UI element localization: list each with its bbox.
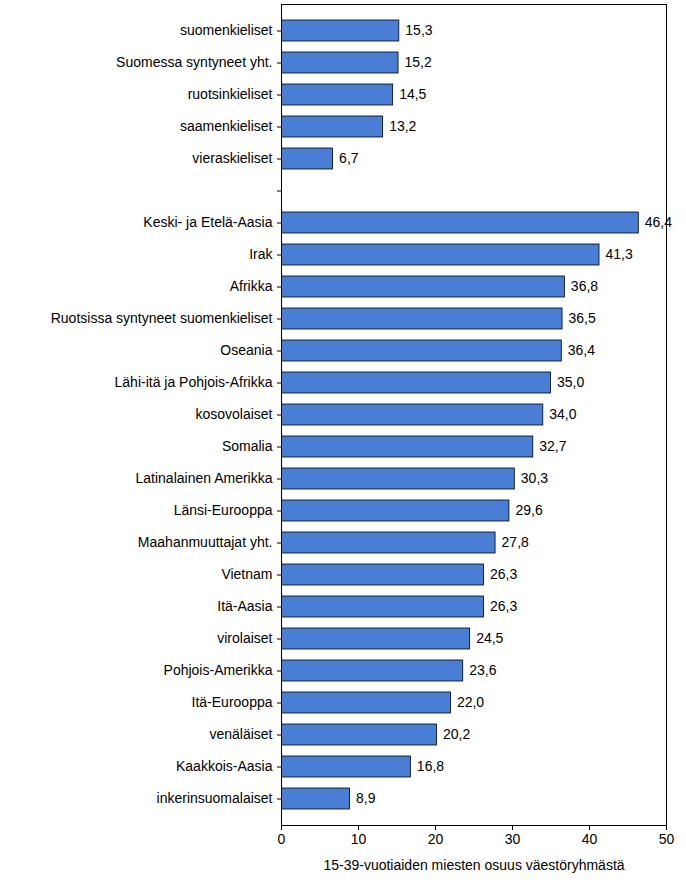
svg-text:Pohjois-Amerikka: Pohjois-Amerikka xyxy=(164,662,273,678)
svg-text:kosovolaiset: kosovolaiset xyxy=(195,406,272,422)
svg-text:15,2: 15,2 xyxy=(405,54,432,70)
svg-text:32,7: 32,7 xyxy=(539,438,566,454)
svg-text:20,2: 20,2 xyxy=(443,726,470,742)
svg-text:24,5: 24,5 xyxy=(476,630,503,646)
svg-text:22,0: 22,0 xyxy=(457,694,484,710)
svg-text:Somalia: Somalia xyxy=(222,438,273,454)
svg-text:Lähi-itä ja Pohjois-Afrikka: Lähi-itä ja Pohjois-Afrikka xyxy=(115,374,273,390)
svg-text:26,3: 26,3 xyxy=(490,598,517,614)
svg-text:Suomessa syntyneet yht.: Suomessa syntyneet yht. xyxy=(116,54,272,70)
svg-text:saamenkieliset: saamenkieliset xyxy=(180,118,273,134)
svg-text:Vietnam: Vietnam xyxy=(221,566,272,582)
svg-text:Itä-Eurooppa: Itä-Eurooppa xyxy=(192,694,273,710)
svg-text:Länsi-Eurooppa: Länsi-Eurooppa xyxy=(174,502,273,518)
svg-text:ruotsinkieliset: ruotsinkieliset xyxy=(188,86,273,102)
svg-text:Itä-Aasia: Itä-Aasia xyxy=(217,598,272,614)
svg-text:15-39-vuotiaiden miesten osuus: 15-39-vuotiaiden miesten osuus väestöryh… xyxy=(323,857,624,873)
svg-text:36,4: 36,4 xyxy=(568,342,595,358)
svg-text:15,3: 15,3 xyxy=(405,22,432,38)
svg-text:30,3: 30,3 xyxy=(521,470,548,486)
svg-text:8,9: 8,9 xyxy=(356,790,376,806)
svg-text:20: 20 xyxy=(428,831,444,847)
svg-text:16,8: 16,8 xyxy=(417,758,444,774)
svg-text:34,0: 34,0 xyxy=(549,406,576,422)
svg-text:Oseania: Oseania xyxy=(220,342,272,358)
svg-text:41,3: 41,3 xyxy=(606,246,633,262)
svg-text:40: 40 xyxy=(582,831,598,847)
svg-text:36,8: 36,8 xyxy=(571,278,598,294)
svg-text:Ruotsissa syntyneet suomenkiel: Ruotsissa syntyneet suomenkieliset xyxy=(51,310,273,326)
svg-text:0: 0 xyxy=(278,831,286,847)
svg-text:vieraskieliset: vieraskieliset xyxy=(192,150,272,166)
svg-text:27,8: 27,8 xyxy=(502,534,529,550)
svg-text:virolaiset: virolaiset xyxy=(217,630,272,646)
svg-text:26,3: 26,3 xyxy=(490,566,517,582)
svg-text:29,6: 29,6 xyxy=(515,502,542,518)
svg-text:10: 10 xyxy=(351,831,367,847)
svg-text:Maahanmuuttajat yht.: Maahanmuuttajat yht. xyxy=(138,534,273,550)
svg-text:23,6: 23,6 xyxy=(469,662,496,678)
svg-text:13,2: 13,2 xyxy=(389,118,416,134)
svg-text:inkerinsuomalaiset: inkerinsuomalaiset xyxy=(157,790,273,806)
svg-text:venäläiset: venäläiset xyxy=(209,726,272,742)
svg-text:36,5: 36,5 xyxy=(569,310,596,326)
svg-text:35,0: 35,0 xyxy=(557,374,584,390)
svg-text:Latinalainen Amerikka: Latinalainen Amerikka xyxy=(136,470,273,486)
svg-text:Irak: Irak xyxy=(249,246,273,262)
svg-text:Afrikka: Afrikka xyxy=(230,278,273,294)
svg-text:46,4: 46,4 xyxy=(645,214,672,230)
svg-text:6,7: 6,7 xyxy=(339,150,359,166)
svg-text:14,5: 14,5 xyxy=(399,86,426,102)
svg-text:Kaakkois-Aasia: Kaakkois-Aasia xyxy=(176,758,273,774)
svg-text:Keski- ja Etelä-Aasia: Keski- ja Etelä-Aasia xyxy=(143,214,272,230)
svg-text:50: 50 xyxy=(659,831,675,847)
svg-text:30: 30 xyxy=(505,831,521,847)
svg-text:suomenkieliset: suomenkieliset xyxy=(180,22,273,38)
